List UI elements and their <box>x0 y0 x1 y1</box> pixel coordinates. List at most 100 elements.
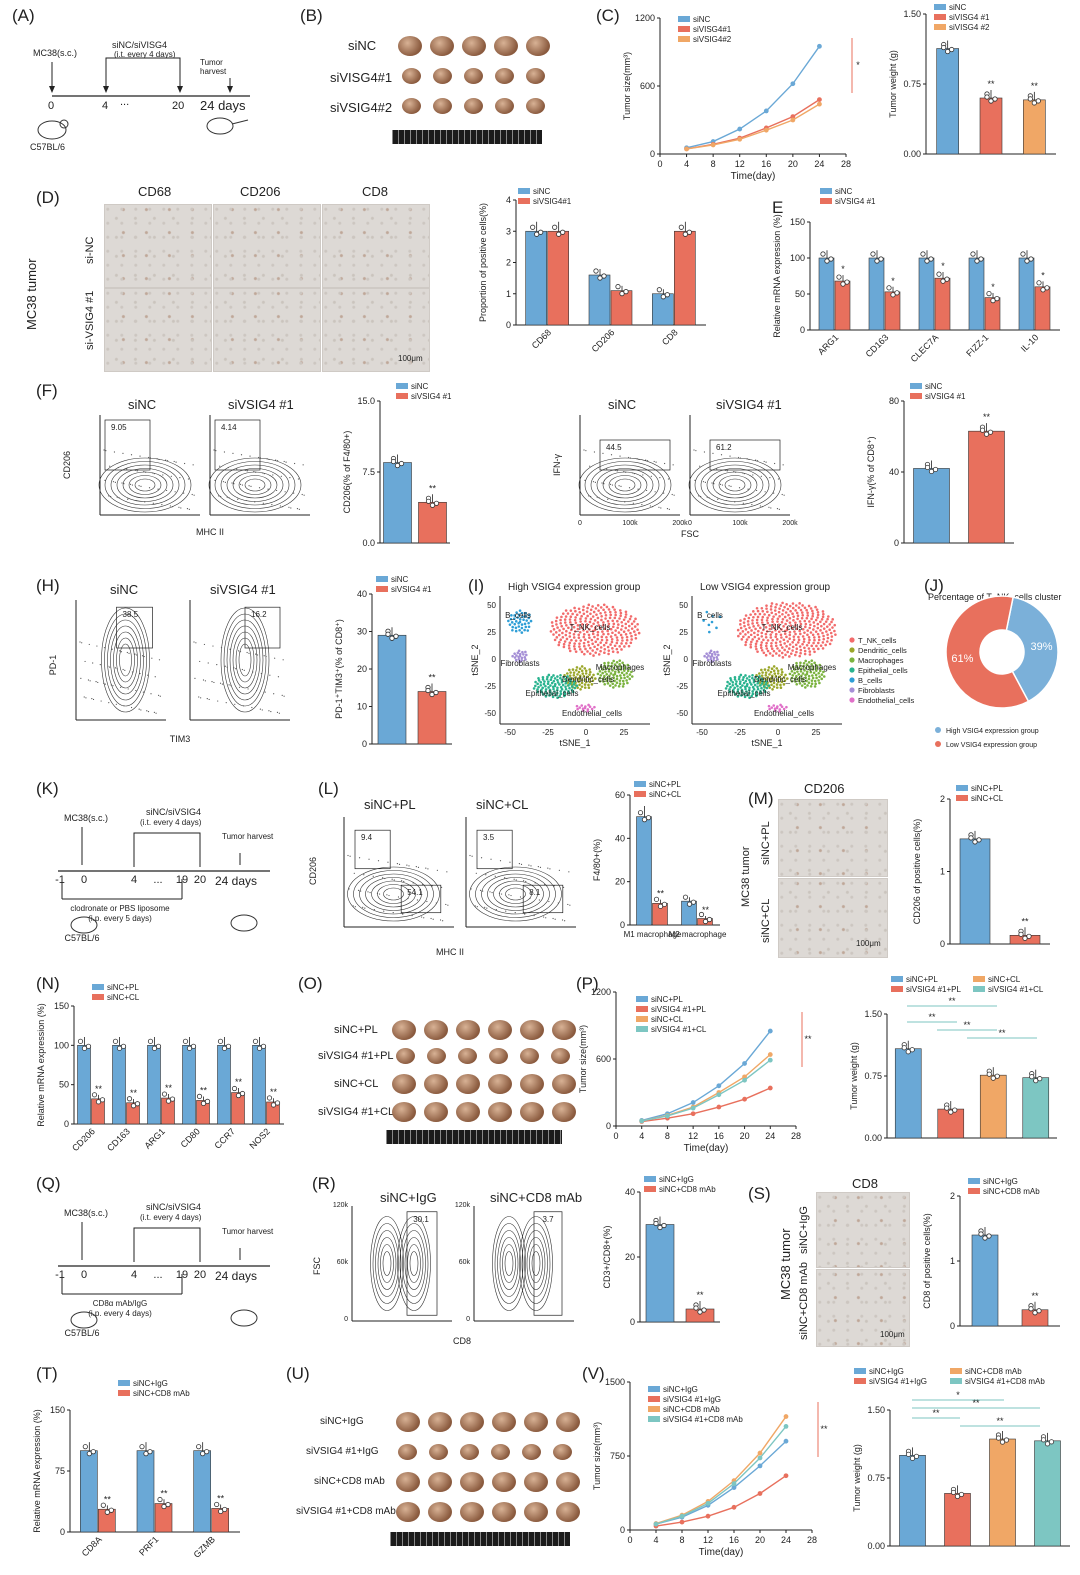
event-dot <box>770 507 772 509</box>
cell-dot <box>611 625 615 629</box>
y-axis-label: tSNE_2 <box>470 644 480 675</box>
cell-dot <box>770 644 773 648</box>
cell-dot <box>614 610 617 614</box>
cell-dot <box>774 612 778 616</box>
cell-dot <box>560 624 563 628</box>
event-dot <box>251 706 253 709</box>
legend-swatch <box>648 1386 660 1392</box>
cell-dot <box>555 616 559 619</box>
panel-label: (A) <box>12 6 35 25</box>
event-dot <box>440 886 443 888</box>
cluster-label: Fibroblasts <box>500 659 539 668</box>
legend-label: siNC+CL <box>971 794 1004 803</box>
significance: ** <box>235 1077 243 1087</box>
cell-dot <box>593 635 596 639</box>
y-tick-label: 50 <box>59 1080 69 1090</box>
cell-dot <box>764 635 768 639</box>
cell-dot <box>613 608 616 611</box>
cell-dot <box>518 618 522 621</box>
cell-dot <box>755 618 759 622</box>
cell-dot <box>779 633 783 637</box>
cell-dot <box>603 682 607 686</box>
event-dot <box>520 863 523 865</box>
data-point <box>597 275 603 281</box>
event-dot <box>589 465 591 467</box>
x-tick-label: M2 macrophage <box>669 930 727 939</box>
cell-dot <box>584 705 587 708</box>
contour <box>469 866 562 922</box>
cell-dot <box>608 674 611 678</box>
cell-dot <box>624 626 628 630</box>
event-dot <box>368 858 370 860</box>
cell-dot <box>752 610 755 613</box>
event-dot <box>588 495 590 497</box>
data-point <box>878 256 884 262</box>
cell-dot <box>780 673 783 676</box>
cell-dot <box>736 695 740 698</box>
cell-dot <box>558 629 561 632</box>
cell-dot <box>619 609 622 612</box>
cell-dot <box>770 683 773 687</box>
event-dot <box>249 455 251 457</box>
data-point <box>99 1097 106 1103</box>
gate <box>214 419 261 471</box>
cell-dot <box>756 615 760 619</box>
panel-label: (K) <box>36 779 59 798</box>
cell-dot <box>622 630 626 634</box>
event-dot <box>558 869 560 871</box>
cell-dot <box>546 682 550 686</box>
y-axis-label: Tumor size(mm³) <box>578 1025 588 1093</box>
cell-dot <box>620 642 623 645</box>
cell-dot <box>615 636 619 639</box>
data-point <box>978 256 984 262</box>
cell-dot <box>581 608 585 612</box>
cell-dot <box>517 613 521 617</box>
cell-dot <box>513 614 516 617</box>
event-dot <box>739 457 742 459</box>
cell-dot <box>623 645 626 648</box>
cell-dot <box>515 654 518 657</box>
event-dot <box>352 905 354 907</box>
event-dot <box>557 902 559 904</box>
significance: ** <box>998 1028 1006 1038</box>
y-tick-label: 0 <box>800 325 805 335</box>
data-point <box>950 1489 957 1496</box>
event-dot <box>223 451 226 453</box>
y-axis-label: Relative mRNA expression (%) <box>36 1003 46 1127</box>
cell-dot <box>797 606 801 609</box>
cell-dot <box>574 668 578 672</box>
data-point <box>552 224 558 230</box>
event-dot <box>703 451 706 453</box>
event-dot <box>274 657 276 659</box>
cell-dot <box>543 680 546 683</box>
event-dot <box>486 907 488 909</box>
cell-dot <box>820 677 824 681</box>
cell-dot <box>833 623 837 627</box>
contour <box>377 884 410 904</box>
data-point <box>767 1085 773 1091</box>
ihc-image <box>816 1192 910 1268</box>
cell-dot <box>563 618 567 621</box>
cell-dot <box>627 624 631 628</box>
bar <box>136 1450 155 1533</box>
cell-dot <box>542 682 546 686</box>
cell-dot <box>606 682 610 685</box>
cell-dot <box>805 643 809 647</box>
event-dot <box>183 492 185 494</box>
event-dot <box>140 709 142 711</box>
cell-dot <box>617 685 621 688</box>
cell-dot <box>523 628 526 632</box>
cell-dot <box>820 624 823 628</box>
event-dot <box>124 669 126 671</box>
cell-dot <box>547 680 550 683</box>
y-axis-label: Relative mRNA expression (%) <box>32 1409 42 1533</box>
data-point <box>1020 251 1026 257</box>
cell-dot <box>828 623 831 626</box>
cluster-label: Macrophages <box>596 663 644 672</box>
series-line <box>686 99 820 150</box>
cell-dot <box>812 621 816 624</box>
event-dot <box>518 863 521 865</box>
cell-dot <box>615 681 619 685</box>
event-dot <box>706 496 708 498</box>
event-dot <box>143 470 145 473</box>
